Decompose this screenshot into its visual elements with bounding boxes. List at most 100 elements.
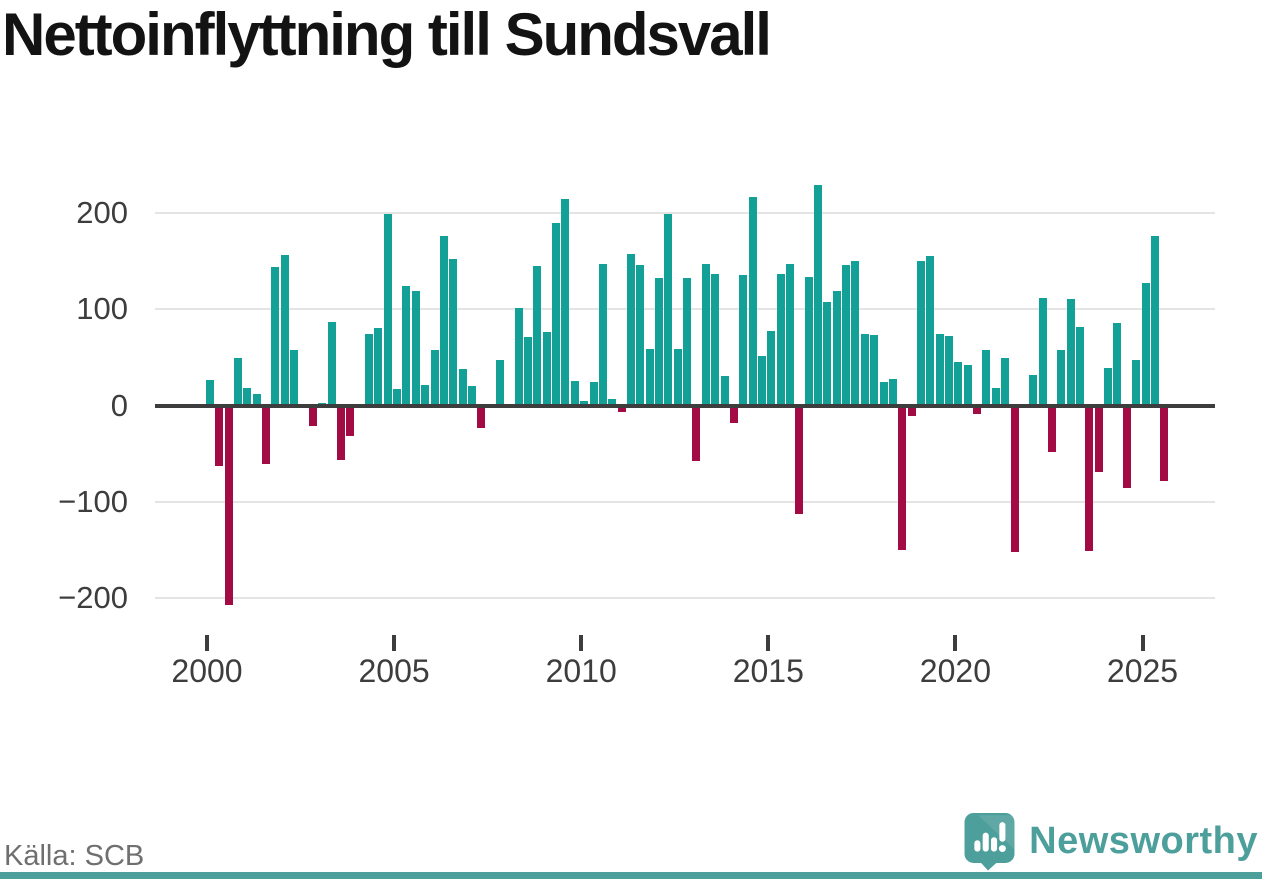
bar-2005q2: [402, 286, 411, 406]
bar-2018q2: [888, 379, 897, 406]
bar-2022q4: [1057, 349, 1066, 406]
x-axis-label-2005: 2005: [358, 653, 430, 689]
bar-2010q3: [598, 263, 607, 406]
newsworthy-wordmark: Newsworthy: [1029, 819, 1258, 862]
bar-2005q1: [393, 389, 402, 406]
bar-2021q2: [1001, 358, 1010, 406]
bar-2007q4: [496, 360, 504, 406]
y-axis-label: 200: [76, 194, 128, 230]
bar-2009q2: [552, 222, 561, 406]
source-note: Källa: SCB: [4, 840, 145, 872]
bar-2023q2: [1076, 326, 1084, 406]
bar-2000q1: [206, 380, 214, 406]
bar-2003q3: [336, 405, 345, 461]
bar-2013q2: [701, 263, 710, 406]
y-axis-label: −200: [58, 580, 128, 616]
y-axis-label: −100: [58, 483, 128, 519]
bar-2011q1: [617, 405, 626, 413]
footer-accent-bar: [0, 872, 1262, 879]
bar-2022q3: [1047, 405, 1056, 452]
bar-2011q4: [645, 348, 654, 406]
bar-2004q3: [374, 328, 383, 406]
bar-2003q2: [327, 321, 336, 406]
y-axis-label: 100: [76, 291, 128, 327]
bar-2016q4: [832, 290, 841, 406]
bar-2024q1: [1104, 367, 1113, 406]
bar-2021q1: [991, 388, 1000, 406]
x-axis-tick-2010: [579, 635, 584, 651]
bar-2017q2: [851, 261, 860, 406]
bar-2004q2: [365, 334, 374, 406]
bar-2002q4: [308, 405, 317, 426]
bar-2014q3: [748, 197, 757, 406]
bar-2018q4: [907, 405, 916, 417]
bar-2015q3: [786, 263, 794, 406]
bar-2016q3: [823, 302, 832, 406]
bar-2021q3: [1010, 405, 1019, 552]
chart-title: Nettoinflyttning till Sundsvall: [2, 1, 772, 68]
bar-2022q1: [1029, 374, 1038, 406]
bar-2012q2: [664, 213, 673, 406]
bar-2002q1: [280, 255, 289, 406]
bar-2006q2: [439, 236, 448, 406]
bar-2008q3: [524, 337, 533, 406]
bar-2016q2: [814, 184, 823, 406]
bar-2025q3: [1160, 405, 1169, 481]
zero-axis-line: [155, 403, 1215, 408]
y-axis-label: 0: [110, 387, 128, 423]
bar-2012q1: [655, 278, 664, 406]
newsworthy-branding: Newsworthy: [963, 810, 1258, 872]
bar-2025q2: [1150, 236, 1159, 406]
bar-2015q1: [767, 331, 776, 406]
bar-2013q4: [720, 375, 729, 406]
bar-2007q2: [477, 405, 486, 428]
bar-2023q3: [1085, 405, 1094, 551]
bar-2014q1: [729, 405, 738, 423]
bar-2008q4: [533, 265, 542, 406]
bar-2012q4: [683, 278, 692, 406]
bar-2010q4: [608, 398, 617, 406]
x-axis-label-2025: 2025: [1106, 653, 1179, 689]
bar-2011q2: [626, 254, 635, 406]
bar-2019q4: [945, 336, 954, 406]
bar-2007q1: [467, 386, 476, 406]
bar-2014q4: [757, 356, 766, 406]
bar-2015q2: [776, 273, 785, 406]
bar-2006q1: [430, 349, 439, 406]
x-axis-tick-2005: [392, 635, 397, 651]
bar-2000q2: [215, 405, 224, 467]
bar-2023q4: [1094, 405, 1103, 472]
bar-2020q1: [954, 362, 963, 406]
x-axis-tick-2020: [953, 635, 958, 651]
x-axis-label-2010: 2010: [545, 653, 617, 689]
gridline--100: [155, 500, 1215, 503]
bar-2005q3: [411, 290, 420, 406]
x-axis-label-2015: 2015: [732, 653, 804, 689]
bar-2002q2: [290, 349, 299, 406]
bar-2015q4: [795, 405, 804, 515]
x-axis-label-2000: 2000: [171, 653, 243, 689]
bar-2004q4: [383, 213, 392, 406]
bar-2000q3: [224, 405, 233, 605]
bar-2010q2: [589, 382, 598, 406]
bar-2009q1: [542, 332, 551, 406]
bar-2014q2: [739, 275, 748, 406]
bar-2017q4: [870, 335, 879, 406]
bar-2016q1: [804, 277, 813, 406]
bar-2025q1: [1141, 283, 1150, 406]
bar-2024q4: [1132, 360, 1141, 406]
newsworthy-speech-bubble-chart-icon: [963, 811, 1016, 871]
bar-2019q3: [935, 334, 944, 406]
bar-2024q2: [1113, 322, 1122, 406]
bar-2017q3: [860, 334, 869, 406]
bar-2017q1: [842, 264, 851, 406]
bar-2011q3: [636, 264, 645, 406]
bar-2008q2: [514, 308, 523, 406]
bar-2020q4: [982, 349, 991, 406]
bar-2010q1: [580, 400, 589, 406]
bar-2013q3: [711, 273, 720, 406]
bar-2022q2: [1038, 297, 1047, 406]
bar-2018q1: [879, 382, 888, 406]
x-axis-tick-2025: [1140, 635, 1145, 651]
